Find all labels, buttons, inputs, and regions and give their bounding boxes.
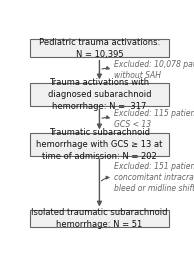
FancyBboxPatch shape bbox=[30, 210, 169, 227]
Text: Excluded: 115 patients with
GCS < 13: Excluded: 115 patients with GCS < 13 bbox=[114, 109, 194, 129]
Text: Trauma activations with
diagnosed subarachnoid
hemorrhage: N =  317: Trauma activations with diagnosed subara… bbox=[48, 78, 151, 110]
FancyBboxPatch shape bbox=[30, 133, 169, 156]
FancyBboxPatch shape bbox=[30, 83, 169, 106]
Text: Excluded: 10,078 patients
without SAH: Excluded: 10,078 patients without SAH bbox=[114, 60, 194, 80]
FancyBboxPatch shape bbox=[30, 39, 169, 57]
Text: Traumatic subarachnoid
hemorrhage with GCS ≥ 13 at
time of admission: N = 202: Traumatic subarachnoid hemorrhage with G… bbox=[36, 128, 163, 161]
Text: Excluded: 151 patients with
concomitant intracranial
bleed or midline shift: Excluded: 151 patients with concomitant … bbox=[114, 162, 194, 193]
Text: Pediatric trauma activations:
N = 10,395: Pediatric trauma activations: N = 10,395 bbox=[39, 38, 160, 58]
Text: Isolated traumatic subarachnoid
hemorrhage: N = 51: Isolated traumatic subarachnoid hemorrha… bbox=[31, 208, 168, 229]
